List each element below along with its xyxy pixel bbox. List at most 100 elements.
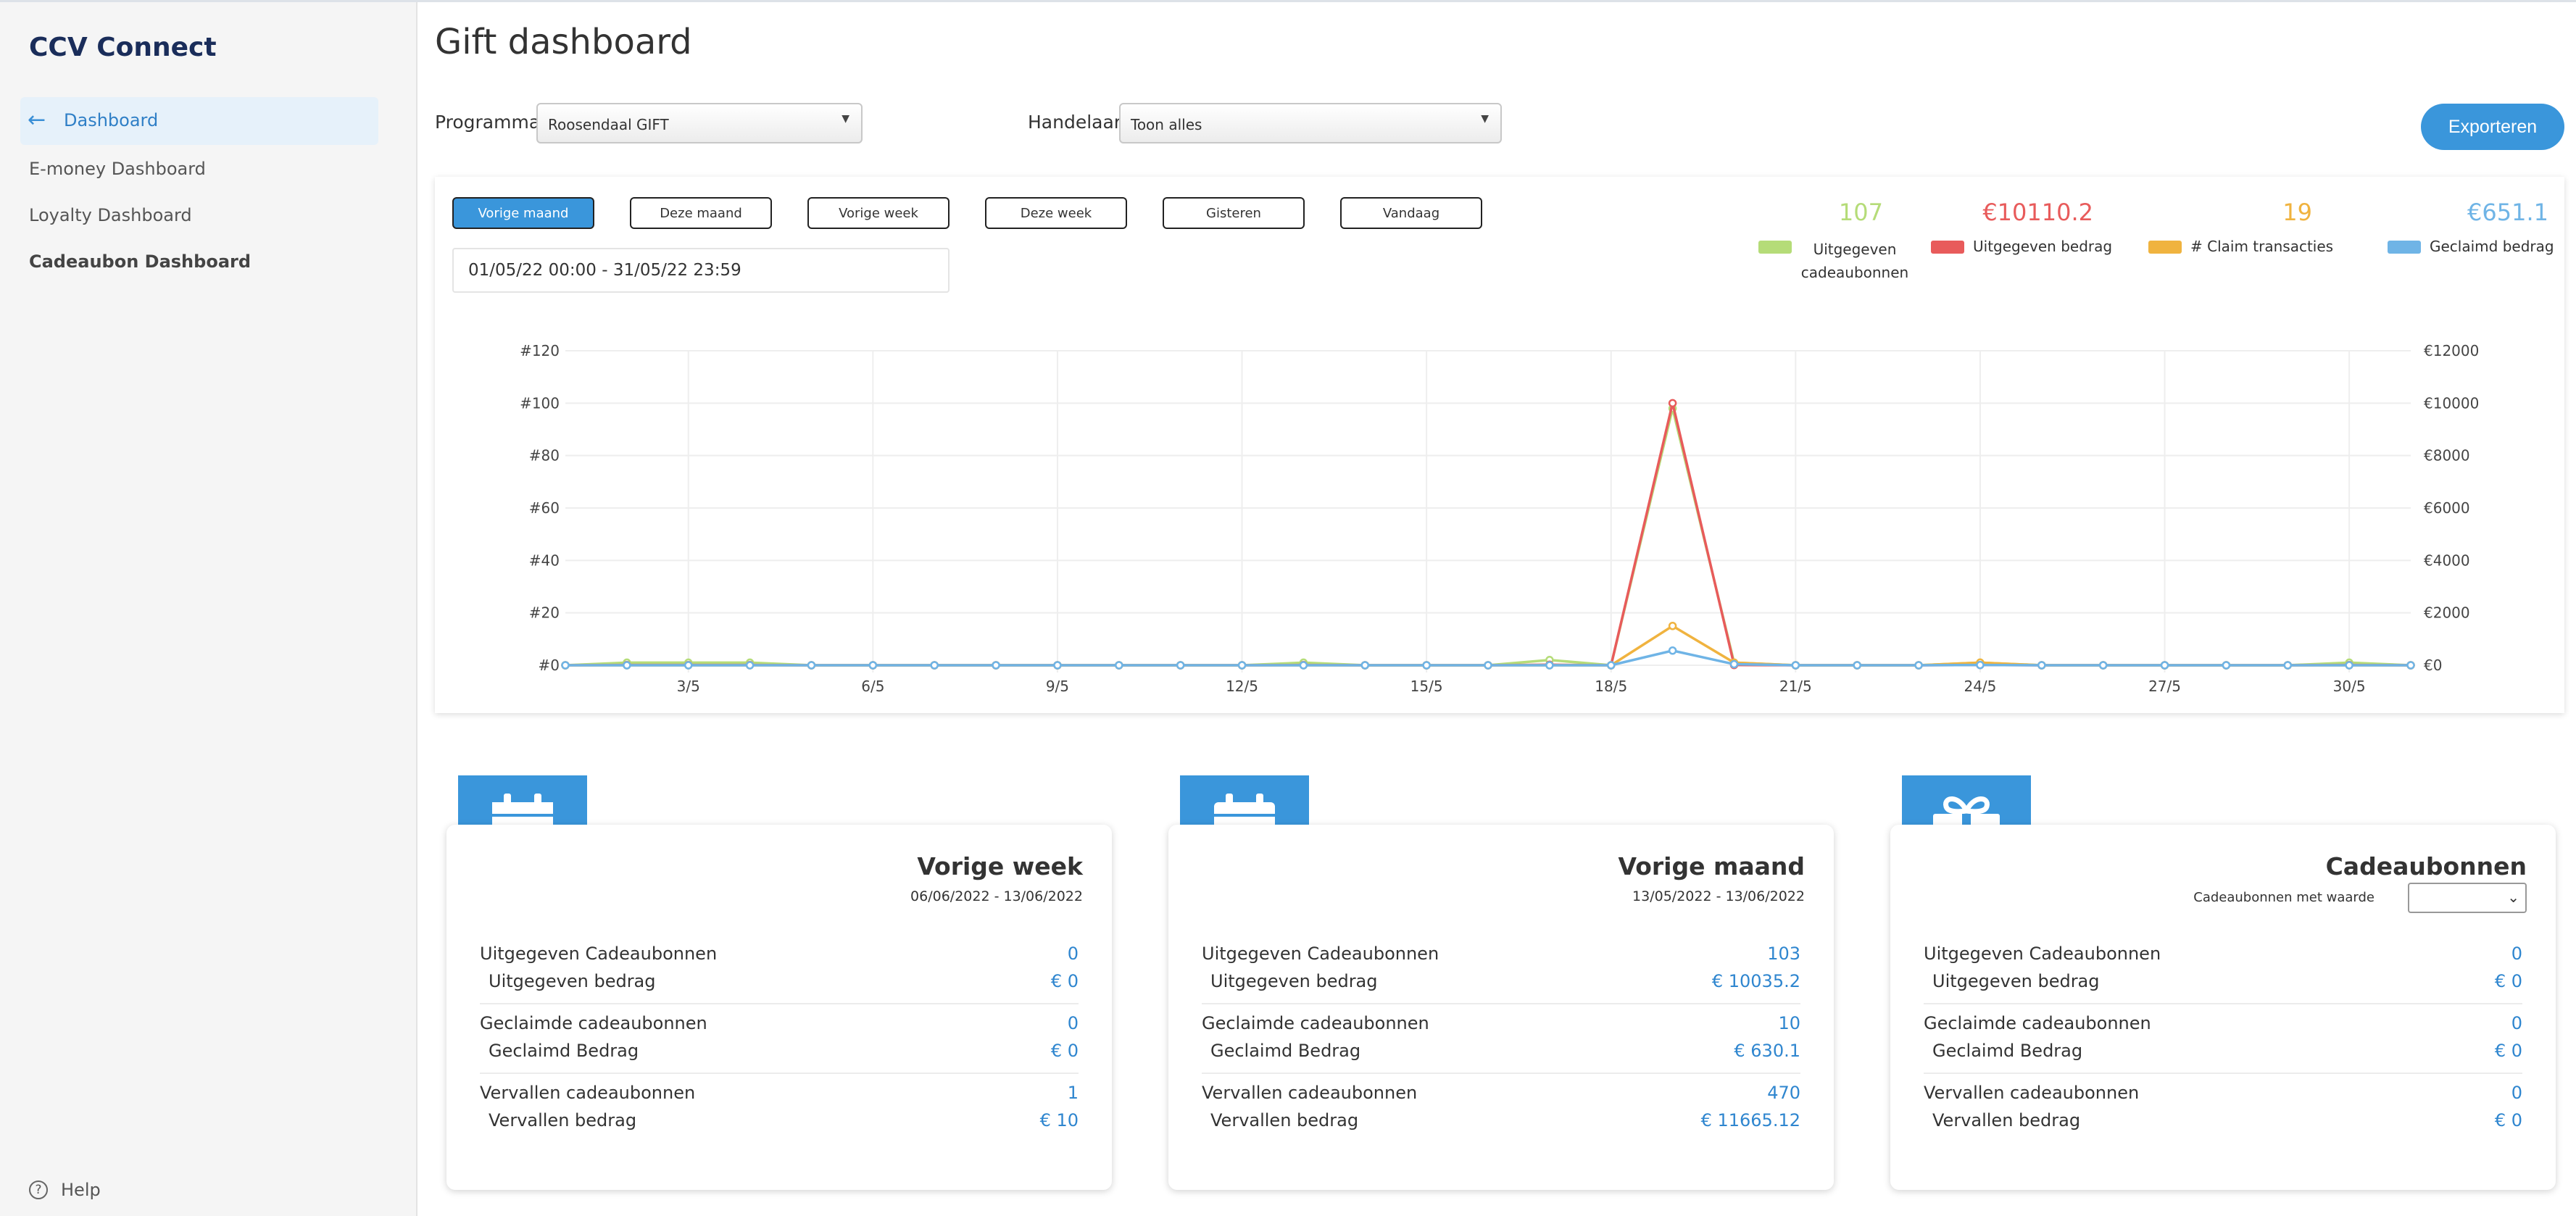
legend-swatch xyxy=(1758,241,1792,254)
card-date-range: 06/06/2022 - 13/06/2022 xyxy=(910,888,1083,904)
row-value: 470 xyxy=(1767,1083,1800,1103)
y-right-tick-label: €2000 xyxy=(2424,604,2470,622)
row-label: Geclaimde cadeaubonnen xyxy=(480,1013,707,1033)
brand-logo: CCV Connect xyxy=(29,33,217,62)
data-point xyxy=(2406,661,2415,670)
card-title: Cadeaubonnen xyxy=(2325,852,2527,880)
legend-label: Geclaimd bedrag xyxy=(2430,238,2554,255)
arrow-left-icon: ← xyxy=(28,107,46,133)
series-line xyxy=(565,408,2411,667)
row-label: Uitgegeven bedrag xyxy=(1210,971,1378,991)
y-left-tick-label: #0 xyxy=(539,657,560,674)
card-row: Uitgegeven Cadeaubonnen 0 xyxy=(1924,944,2522,964)
data-point xyxy=(1484,661,1492,670)
row-value: 0 xyxy=(1067,1013,1079,1033)
data-point xyxy=(1668,622,1677,630)
dropdown-label: Cadeaubonnen met waarde xyxy=(2193,890,2375,905)
series-line xyxy=(565,402,2411,667)
data-point xyxy=(1299,661,1308,670)
card-row: Uitgegeven bedrag € 0 xyxy=(1932,971,2522,991)
card-vorige-week: Vorige week 06/06/2022 - 13/06/2022 Uitg… xyxy=(446,825,1112,1190)
x-tick-label: 24/5 xyxy=(1964,678,1996,695)
card-row: Vervallen bedrag € 10 xyxy=(489,1110,1079,1130)
row-value: € 11665.12 xyxy=(1700,1110,1800,1130)
y-left-tick-label: #120 xyxy=(520,342,560,359)
handelaar-value: Toon alles xyxy=(1131,116,1202,133)
row-value: 0 xyxy=(1067,944,1079,964)
row-label: Uitgegeven bedrag xyxy=(489,971,656,991)
row-label: Vervallen cadeaubonnen xyxy=(1924,1083,2140,1103)
row-label: Uitgegeven Cadeaubonnen xyxy=(480,944,718,964)
card-vorige-maand: Vorige maand 13/05/2022 - 13/06/2022 Uit… xyxy=(1168,825,1834,1190)
row-label: Geclaimde cadeaubonnen xyxy=(1924,1013,2151,1033)
handelaar-select[interactable]: Toon alles ▼ xyxy=(1119,103,1502,143)
row-label: Vervallen bedrag xyxy=(1932,1110,2081,1130)
card-title: Vorige maand xyxy=(1618,852,1805,880)
legend-label: # Claim transacties xyxy=(2190,238,2334,255)
divider xyxy=(1202,1073,1800,1074)
card-row: Uitgegeven bedrag € 0 xyxy=(489,971,1079,991)
data-point xyxy=(684,661,693,670)
row-label: Geclaimde cadeaubonnen xyxy=(1202,1013,1429,1033)
x-tick-label: 27/5 xyxy=(2148,678,2181,695)
row-value: € 630.1 xyxy=(1734,1041,1800,1061)
legend-claimed-amount: Geclaimd bedrag xyxy=(2388,238,2554,255)
data-point xyxy=(1914,661,1923,670)
row-value: € 0 xyxy=(2494,1041,2522,1061)
row-label: Vervallen cadeaubonnen xyxy=(1202,1083,1418,1103)
y-right-tick-label: €6000 xyxy=(2424,499,2470,517)
card-row: Vervallen cadeaubonnen 0 xyxy=(1924,1083,2522,1103)
row-label: Vervallen cadeaubonnen xyxy=(480,1083,696,1103)
programma-label: Programma xyxy=(435,112,541,133)
data-point xyxy=(1176,661,1185,670)
y-left-tick-label: #60 xyxy=(529,499,560,517)
data-point xyxy=(1360,661,1370,670)
period-button-deze-week[interactable]: Deze week xyxy=(985,197,1127,229)
sidebar-item-emoney[interactable]: E-money Dashboard xyxy=(29,159,206,179)
date-range-input[interactable]: 01/05/22 00:00 - 31/05/22 23:59 xyxy=(452,248,950,293)
legend-swatch xyxy=(2148,241,2182,254)
period-button-vorige-maand[interactable]: Vorige maand xyxy=(452,197,594,229)
row-label: Geclaimd Bedrag xyxy=(489,1041,639,1061)
period-button-gisteren[interactable]: Gisteren xyxy=(1163,197,1305,229)
help-link[interactable]: ? Help xyxy=(29,1180,101,1200)
x-tick-label: 15/5 xyxy=(1410,678,1443,695)
data-point xyxy=(1115,661,1123,670)
data-point xyxy=(1237,661,1247,670)
sidebar-item-dashboard[interactable]: ← Dashboard xyxy=(20,97,378,145)
sidebar-item-cadeaubon[interactable]: Cadeaubon Dashboard xyxy=(29,251,252,272)
period-button-deze-maand[interactable]: Deze maand xyxy=(630,197,772,229)
row-value: 0 xyxy=(2511,1013,2522,1033)
row-value: € 10035.2 xyxy=(1711,971,1800,991)
card-row: Vervallen bedrag € 0 xyxy=(1932,1110,2522,1130)
y-left-tick-label: #20 xyxy=(529,604,560,622)
card-date-range: 13/05/2022 - 13/06/2022 xyxy=(1632,888,1805,904)
cadeaubonnen-select[interactable]: ⌄ xyxy=(2408,883,2527,913)
divider xyxy=(480,1073,1079,1074)
data-point xyxy=(992,661,1000,670)
programma-select[interactable]: Roosendaal GIFT ▼ xyxy=(536,103,863,143)
row-value: € 10 xyxy=(1039,1110,1079,1130)
row-label: Geclaimd Bedrag xyxy=(1932,1041,2083,1061)
caret-down-icon: ▼ xyxy=(842,113,849,125)
x-tick-label: 18/5 xyxy=(1595,678,1627,695)
divider xyxy=(1924,1003,2522,1004)
row-label: Vervallen bedrag xyxy=(489,1110,637,1130)
row-value: 0 xyxy=(2511,1083,2522,1103)
page-title: Gift dashboard xyxy=(435,22,692,62)
card-row: Geclaimde cadeaubonnen 0 xyxy=(480,1013,1079,1033)
x-tick-label: 3/5 xyxy=(677,678,700,695)
export-button[interactable]: Exporteren xyxy=(2421,104,2564,150)
sidebar-item-loyalty[interactable]: Loyalty Dashboard xyxy=(29,205,192,225)
data-point xyxy=(623,661,631,670)
chart-panel: Vorige maand Deze maand Vorige week Deze… xyxy=(435,177,2564,713)
period-button-vandaag[interactable]: Vandaag xyxy=(1340,197,1482,229)
row-label: Uitgegeven Cadeaubonnen xyxy=(1202,944,1439,964)
card-row: Uitgegeven Cadeaubonnen 103 xyxy=(1202,944,1800,964)
summary-claim-count: 19 xyxy=(2282,199,2312,226)
y-left-tick-label: #100 xyxy=(520,394,560,412)
x-tick-label: 30/5 xyxy=(2333,678,2366,695)
data-point xyxy=(2037,661,2046,670)
period-button-vorige-week[interactable]: Vorige week xyxy=(807,197,950,229)
y-right-tick-label: €4000 xyxy=(2424,551,2470,569)
